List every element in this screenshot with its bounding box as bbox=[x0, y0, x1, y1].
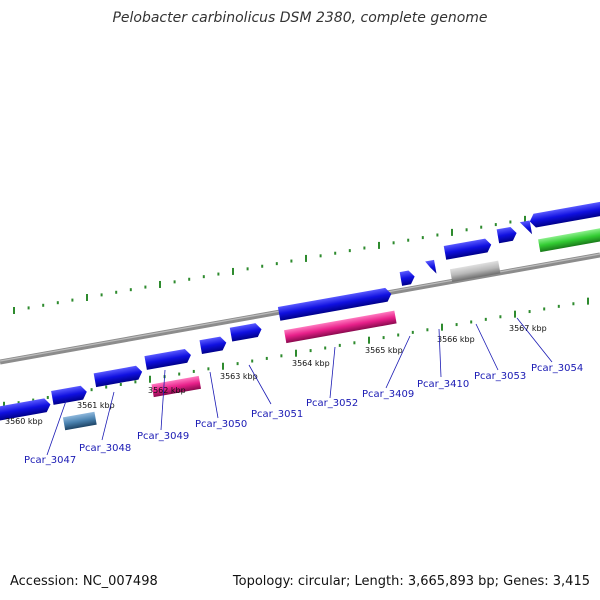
forward-strand-genes bbox=[0, 197, 600, 431]
gene-label[interactable]: Pcar_3409 bbox=[362, 389, 414, 400]
kbp-label: 3563 kbp bbox=[220, 372, 258, 381]
kbp-label: 3561 kbp bbox=[77, 401, 115, 410]
gene-arrow[interactable] bbox=[93, 365, 144, 388]
feature-block-steel[interactable] bbox=[62, 411, 97, 431]
kbp-label: 3560 kbp bbox=[5, 417, 43, 426]
feature-block-grey[interactable] bbox=[449, 260, 501, 283]
feature-block-green[interactable] bbox=[538, 222, 600, 253]
gene-label[interactable]: Pcar_3052 bbox=[306, 398, 358, 409]
gene-label[interactable]: Pcar_3053 bbox=[474, 371, 526, 382]
feature-block-pink[interactable] bbox=[284, 310, 397, 344]
gene-label[interactable]: Pcar_3051 bbox=[251, 409, 303, 420]
gene-arrow[interactable] bbox=[529, 197, 600, 228]
gene-arrow[interactable] bbox=[144, 348, 192, 370]
page-title: Pelobacter carbinolicus DSM 2380, comple… bbox=[112, 10, 488, 26]
gene-arrow[interactable] bbox=[0, 397, 52, 422]
gene-arrow[interactable] bbox=[51, 385, 88, 405]
gene-label[interactable]: Pcar_3047 bbox=[24, 455, 76, 466]
gene-labels: Pcar_3047 Pcar_3048 Pcar_3049 Pcar_3050 … bbox=[24, 363, 583, 466]
gene-label[interactable]: Pcar_3048 bbox=[79, 443, 131, 454]
gene-arrow[interactable] bbox=[519, 220, 533, 237]
kbp-scale: 3560 kbp 3561 kbp 3562 kbp 3563 kbp 3564… bbox=[5, 324, 547, 426]
upper-tick-track bbox=[13, 202, 599, 315]
gene-arrow[interactable] bbox=[277, 287, 393, 321]
gene-arrow[interactable] bbox=[425, 259, 437, 275]
gene-arrow[interactable] bbox=[443, 238, 493, 260]
kbp-label: 3566 kbp bbox=[437, 335, 475, 344]
kbp-label: 3565 kbp bbox=[365, 346, 403, 355]
gene-arrow[interactable] bbox=[496, 226, 518, 244]
gene-label[interactable]: Pcar_3054 bbox=[531, 363, 583, 374]
accession-text: Accession: NC_007498 bbox=[10, 574, 158, 589]
gene-arrow[interactable] bbox=[399, 270, 416, 286]
kbp-label: 3564 kbp bbox=[292, 359, 330, 368]
gene-arrow[interactable] bbox=[199, 336, 228, 355]
kbp-label: 3562 kbp bbox=[148, 386, 186, 395]
gene-arrow[interactable] bbox=[229, 322, 263, 342]
gene-label[interactable]: Pcar_3049 bbox=[137, 431, 189, 442]
gene-label[interactable]: Pcar_3410 bbox=[417, 379, 469, 390]
gene-label-leaders bbox=[46, 317, 553, 456]
kbp-label: 3567 kbp bbox=[509, 324, 547, 333]
genome-summary-text: Topology: circular; Length: 3,665,893 bp… bbox=[232, 574, 590, 589]
gene-label[interactable]: Pcar_3050 bbox=[195, 419, 247, 430]
